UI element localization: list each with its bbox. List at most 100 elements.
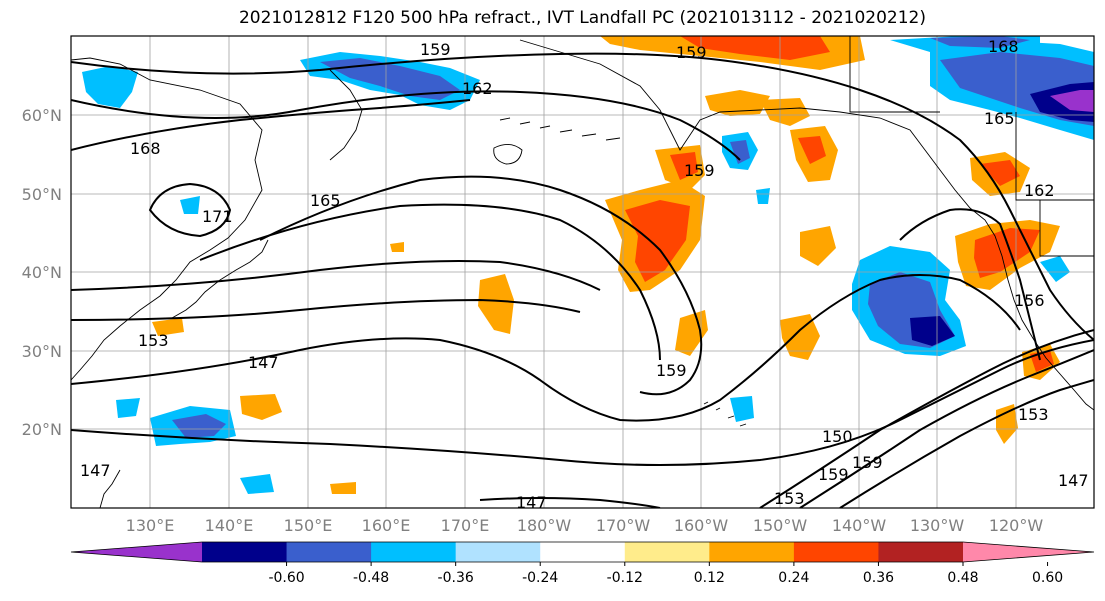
contour-label: 165 [310, 191, 341, 210]
contour-label: 168 [130, 139, 161, 158]
coast-philippines [99, 469, 121, 508]
contour-label: 165 [984, 109, 1015, 128]
colorbar-tick-label: 0.60 [1032, 570, 1063, 586]
lat-tick-label: 60°N [22, 106, 62, 125]
shade-orange-sm3 [390, 242, 404, 252]
colorbar-swatch [878, 542, 964, 562]
lon-tick-label: 140°W [832, 516, 887, 535]
contour-159 [839, 379, 1094, 508]
colorbar: -0.60 -0.48 -0.36 -0.24 -0.12 0.12 0.24 0.36 0.4… [70, 541, 1095, 586]
shade-orange-sm1 [330, 482, 356, 494]
coast-asia [71, 57, 263, 381]
coast-island-bering [493, 144, 523, 165]
contour-156 [799, 349, 1094, 508]
lon-tick-label: 130°E [126, 516, 175, 535]
map-frame [70, 35, 1095, 509]
lat-tick-label: 20°N [22, 420, 62, 439]
shade-blue-sw2 [116, 398, 140, 418]
shade-red-goa3 [798, 136, 826, 164]
shade-blue-sw3 [240, 474, 274, 494]
contour-150 [71, 339, 1094, 466]
us-borders [1039, 200, 1094, 257]
coast-kamchatka [329, 69, 363, 161]
coast-hawaii [703, 401, 747, 427]
contour-label: 159 [852, 453, 883, 472]
contour-label: 147 [1058, 471, 1089, 490]
contour-147 [71, 274, 1021, 422]
lon-tick-label: 120°W [989, 516, 1044, 535]
lon-tick-label: 130°W [910, 516, 965, 535]
contour-trough-2 [71, 298, 581, 321]
contour-label: 147 [516, 493, 547, 512]
shade-red-central [625, 200, 690, 282]
shade-orange-eastpac3 [675, 310, 708, 356]
colorbar-swatch [793, 542, 879, 562]
colorbar-swatch [709, 542, 795, 562]
contour-label: 153 [1018, 405, 1049, 424]
contour-label: 147 [248, 353, 279, 372]
colorbar-extend-high [963, 542, 1094, 562]
shade-purple-canada [1050, 90, 1094, 112]
colorbar-tick-label: 0.48 [947, 570, 978, 586]
contour-label: 159 [684, 161, 715, 180]
shade-red-westcoast [974, 228, 1040, 278]
lon-tick-label: 160°E [362, 516, 411, 535]
contour-label: 159 [676, 43, 707, 62]
contour-label: 171 [202, 207, 233, 226]
contour-label: 150 [822, 427, 853, 446]
shade-red-nw-coast [980, 160, 1020, 186]
contour-ridge-1 [259, 175, 703, 396]
shade-red-north [680, 36, 830, 60]
lon-tick-label: 150°E [284, 516, 333, 535]
contour-label: 153 [138, 331, 169, 350]
contour-label: 159 [818, 465, 849, 484]
lon-tick-label: 140°E [205, 516, 254, 535]
shade-orange-eastpac1 [800, 226, 836, 266]
coast-japan [171, 239, 269, 319]
height-contours [71, 52, 1094, 508]
colorbar-tick-label: 0.24 [778, 570, 809, 586]
lat-tick-label: 30°N [22, 342, 62, 361]
shade-orange-sw [240, 394, 282, 420]
contour-north-1 [71, 52, 1094, 341]
contour-label: 162 [1024, 181, 1055, 200]
colorbar-tick-label: -0.60 [268, 570, 304, 586]
shade-darkblue-aleutian [320, 58, 460, 100]
contour-north-2 [71, 90, 741, 161]
lat-tick-label: 50°N [22, 185, 62, 204]
contour-label: 156 [1014, 291, 1045, 310]
colorbar-tick-label: -0.48 [353, 570, 389, 586]
contour-labels: 159 159 162 168 165 168 165 171 159 162 … [80, 37, 1089, 512]
colorbar-extend-low [71, 542, 202, 562]
lon-tick-labels: 130°E 140°E 150°E 160°E 170°E 180°W 170°… [126, 516, 1044, 535]
map-title: 2021012812 F120 500 hPa refract., IVT La… [238, 8, 926, 28]
colorbar-swatch [455, 542, 541, 562]
colorbar-tick-label: -0.12 [607, 570, 643, 586]
shade-blue-hawaii [730, 396, 754, 422]
colorbar-outline [70, 541, 1095, 563]
contour-label: 153 [774, 489, 805, 508]
lon-tick-label: 160°W [674, 516, 729, 535]
contour-westcoast [899, 208, 1041, 361]
shade-blue-westcoast2 [1040, 256, 1070, 282]
contour-trough-1 [71, 260, 601, 291]
colorbar-swatch [286, 542, 372, 562]
lon-tick-label: 150°W [753, 516, 808, 535]
coast-aleutian-islands [499, 117, 621, 141]
shade-blue-sm1 [180, 196, 200, 214]
colorbar-tick-label: 0.36 [863, 570, 894, 586]
shade-blue-westpac [82, 66, 138, 108]
shade-navy-eastpac [910, 316, 955, 346]
contour-label: 162 [462, 79, 493, 98]
shade-darkblue-goa [730, 140, 750, 164]
lat-tick-labels: 60°N 50°N 40°N 30°N 20°N [22, 106, 62, 439]
colorbar-swatch [371, 542, 457, 562]
contour-147-south [479, 497, 661, 508]
contour-low-west [148, 182, 232, 238]
colorbar-tick-label: -0.24 [522, 570, 558, 586]
shade-orange-eastpac2 [780, 314, 820, 360]
colorbar-tick-label: 0.12 [694, 570, 725, 586]
contour-label: 168 [988, 37, 1019, 56]
shade-blue-sm2 [756, 188, 770, 204]
